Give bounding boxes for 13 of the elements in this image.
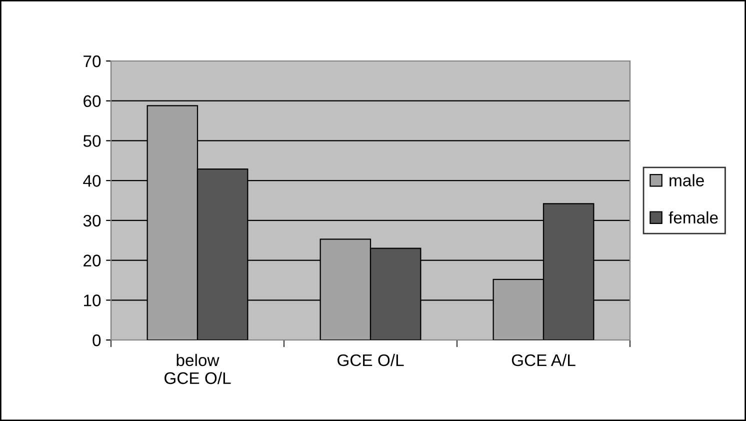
legend-label: male	[670, 174, 704, 186]
y-tick-label: 60	[84, 95, 101, 108]
y-tick-label: 40	[83, 174, 101, 187]
y-tick-label: 0	[92, 334, 101, 346]
y-tick-label: 30	[83, 214, 101, 227]
x-tick-label: GCE O/L	[338, 354, 404, 366]
x-tick-label: below GCE O/L	[164, 354, 231, 384]
y-tick-label: 20	[84, 254, 101, 266]
y-tick-label: 50	[83, 135, 101, 147]
legend-label: female	[668, 211, 718, 224]
x-tick-label: GCE A/L	[512, 354, 576, 366]
y-tick-label: 70	[84, 55, 101, 68]
y-tick-label: 10	[84, 294, 101, 306]
